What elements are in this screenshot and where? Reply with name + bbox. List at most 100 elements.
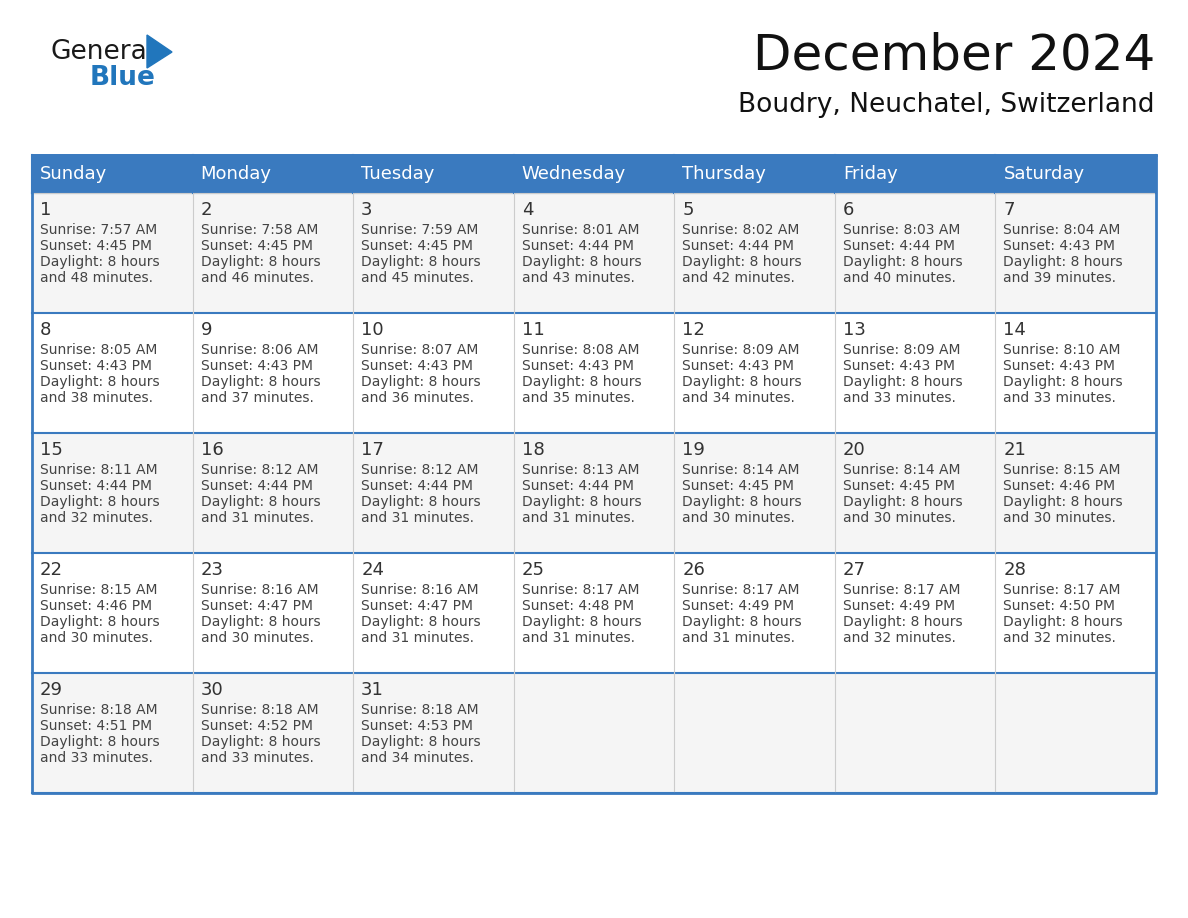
Text: 17: 17 <box>361 441 384 459</box>
Text: Friday: Friday <box>842 165 898 183</box>
Text: 24: 24 <box>361 561 384 579</box>
Text: Daylight: 8 hours: Daylight: 8 hours <box>361 615 481 629</box>
Text: Sunrise: 8:17 AM: Sunrise: 8:17 AM <box>842 583 960 597</box>
Text: Sunset: 4:46 PM: Sunset: 4:46 PM <box>1004 479 1116 493</box>
Text: 12: 12 <box>682 321 706 339</box>
Bar <box>513 313 675 433</box>
Text: Saturday: Saturday <box>1004 165 1085 183</box>
Text: Sunrise: 8:03 AM: Sunrise: 8:03 AM <box>842 223 960 237</box>
Text: 23: 23 <box>201 561 223 579</box>
Text: General: General <box>50 39 154 65</box>
Text: and 33 minutes.: and 33 minutes. <box>1004 391 1117 405</box>
Text: Sunset: 4:48 PM: Sunset: 4:48 PM <box>522 599 634 613</box>
Text: Daylight: 8 hours: Daylight: 8 hours <box>842 495 962 509</box>
Text: 9: 9 <box>201 321 213 339</box>
Bar <box>513 433 675 553</box>
Text: Tuesday: Tuesday <box>361 165 435 183</box>
Bar <box>353 553 513 673</box>
Text: 11: 11 <box>522 321 544 339</box>
Text: and 31 minutes.: and 31 minutes. <box>201 511 314 525</box>
Bar <box>353 673 513 793</box>
Text: 29: 29 <box>40 681 63 699</box>
Text: Sunrise: 8:12 AM: Sunrise: 8:12 AM <box>361 463 479 477</box>
Text: Sunset: 4:44 PM: Sunset: 4:44 PM <box>40 479 152 493</box>
Text: Daylight: 8 hours: Daylight: 8 hours <box>842 615 962 629</box>
Text: Daylight: 8 hours: Daylight: 8 hours <box>40 735 159 749</box>
Bar <box>32 673 192 793</box>
Text: Sunrise: 8:16 AM: Sunrise: 8:16 AM <box>201 583 318 597</box>
Bar <box>675 673 835 793</box>
Text: 3: 3 <box>361 201 373 219</box>
Text: Blue: Blue <box>90 65 156 91</box>
Text: and 38 minutes.: and 38 minutes. <box>40 391 153 405</box>
Bar <box>835 193 996 313</box>
Text: Daylight: 8 hours: Daylight: 8 hours <box>201 255 321 269</box>
Text: Daylight: 8 hours: Daylight: 8 hours <box>1004 375 1123 389</box>
Text: and 33 minutes.: and 33 minutes. <box>201 751 314 765</box>
Text: Sunrise: 8:06 AM: Sunrise: 8:06 AM <box>201 343 318 357</box>
Text: Sunset: 4:47 PM: Sunset: 4:47 PM <box>361 599 473 613</box>
Text: Sunset: 4:43 PM: Sunset: 4:43 PM <box>522 359 633 373</box>
Text: Daylight: 8 hours: Daylight: 8 hours <box>361 735 481 749</box>
Text: Sunrise: 8:18 AM: Sunrise: 8:18 AM <box>40 703 158 717</box>
Text: Daylight: 8 hours: Daylight: 8 hours <box>522 375 642 389</box>
Text: Sunrise: 8:17 AM: Sunrise: 8:17 AM <box>682 583 800 597</box>
Text: Thursday: Thursday <box>682 165 766 183</box>
Text: Sunset: 4:52 PM: Sunset: 4:52 PM <box>201 719 312 733</box>
Text: Sunset: 4:44 PM: Sunset: 4:44 PM <box>522 479 633 493</box>
Text: Monday: Monday <box>201 165 272 183</box>
Text: 2: 2 <box>201 201 213 219</box>
Text: Daylight: 8 hours: Daylight: 8 hours <box>1004 255 1123 269</box>
Text: Sunrise: 8:04 AM: Sunrise: 8:04 AM <box>1004 223 1120 237</box>
Bar <box>835 433 996 553</box>
Text: Daylight: 8 hours: Daylight: 8 hours <box>40 255 159 269</box>
Text: Sunset: 4:43 PM: Sunset: 4:43 PM <box>361 359 473 373</box>
Text: Sunrise: 8:16 AM: Sunrise: 8:16 AM <box>361 583 479 597</box>
Text: and 37 minutes.: and 37 minutes. <box>201 391 314 405</box>
Bar <box>32 553 192 673</box>
Text: and 45 minutes.: and 45 minutes. <box>361 271 474 285</box>
Text: Sunset: 4:45 PM: Sunset: 4:45 PM <box>842 479 955 493</box>
Text: 25: 25 <box>522 561 545 579</box>
Text: Sunset: 4:44 PM: Sunset: 4:44 PM <box>201 479 312 493</box>
Bar <box>32 313 192 433</box>
Text: Sunrise: 7:57 AM: Sunrise: 7:57 AM <box>40 223 157 237</box>
Bar <box>675 433 835 553</box>
Text: Boudry, Neuchatel, Switzerland: Boudry, Neuchatel, Switzerland <box>739 92 1155 118</box>
Text: and 30 minutes.: and 30 minutes. <box>201 631 314 645</box>
Text: and 30 minutes.: and 30 minutes. <box>842 511 955 525</box>
Text: Sunset: 4:44 PM: Sunset: 4:44 PM <box>842 239 955 253</box>
Text: Sunset: 4:43 PM: Sunset: 4:43 PM <box>682 359 795 373</box>
Text: and 30 minutes.: and 30 minutes. <box>682 511 795 525</box>
Text: and 32 minutes.: and 32 minutes. <box>842 631 955 645</box>
Text: Sunset: 4:44 PM: Sunset: 4:44 PM <box>361 479 473 493</box>
Text: Sunrise: 8:07 AM: Sunrise: 8:07 AM <box>361 343 479 357</box>
Text: and 32 minutes.: and 32 minutes. <box>1004 631 1117 645</box>
Text: Daylight: 8 hours: Daylight: 8 hours <box>201 495 321 509</box>
Text: Sunset: 4:45 PM: Sunset: 4:45 PM <box>361 239 473 253</box>
Text: and 33 minutes.: and 33 minutes. <box>40 751 153 765</box>
Text: Sunrise: 8:11 AM: Sunrise: 8:11 AM <box>40 463 158 477</box>
Text: 4: 4 <box>522 201 533 219</box>
Text: 8: 8 <box>40 321 51 339</box>
Text: and 34 minutes.: and 34 minutes. <box>361 751 474 765</box>
Text: Sunrise: 8:01 AM: Sunrise: 8:01 AM <box>522 223 639 237</box>
Text: Sunset: 4:51 PM: Sunset: 4:51 PM <box>40 719 152 733</box>
Text: and 43 minutes.: and 43 minutes. <box>522 271 634 285</box>
Text: Daylight: 8 hours: Daylight: 8 hours <box>682 375 802 389</box>
Text: Sunrise: 8:13 AM: Sunrise: 8:13 AM <box>522 463 639 477</box>
Text: Daylight: 8 hours: Daylight: 8 hours <box>40 375 159 389</box>
Text: Daylight: 8 hours: Daylight: 8 hours <box>361 495 481 509</box>
Text: 6: 6 <box>842 201 854 219</box>
Text: Sunset: 4:46 PM: Sunset: 4:46 PM <box>40 599 152 613</box>
Bar <box>996 433 1156 553</box>
Text: Sunrise: 8:17 AM: Sunrise: 8:17 AM <box>1004 583 1121 597</box>
Text: and 40 minutes.: and 40 minutes. <box>842 271 955 285</box>
Text: Daylight: 8 hours: Daylight: 8 hours <box>40 615 159 629</box>
Text: Sunrise: 8:14 AM: Sunrise: 8:14 AM <box>842 463 960 477</box>
Text: 27: 27 <box>842 561 866 579</box>
Text: 22: 22 <box>40 561 63 579</box>
Bar <box>675 553 835 673</box>
Bar <box>835 553 996 673</box>
Bar <box>192 673 353 793</box>
